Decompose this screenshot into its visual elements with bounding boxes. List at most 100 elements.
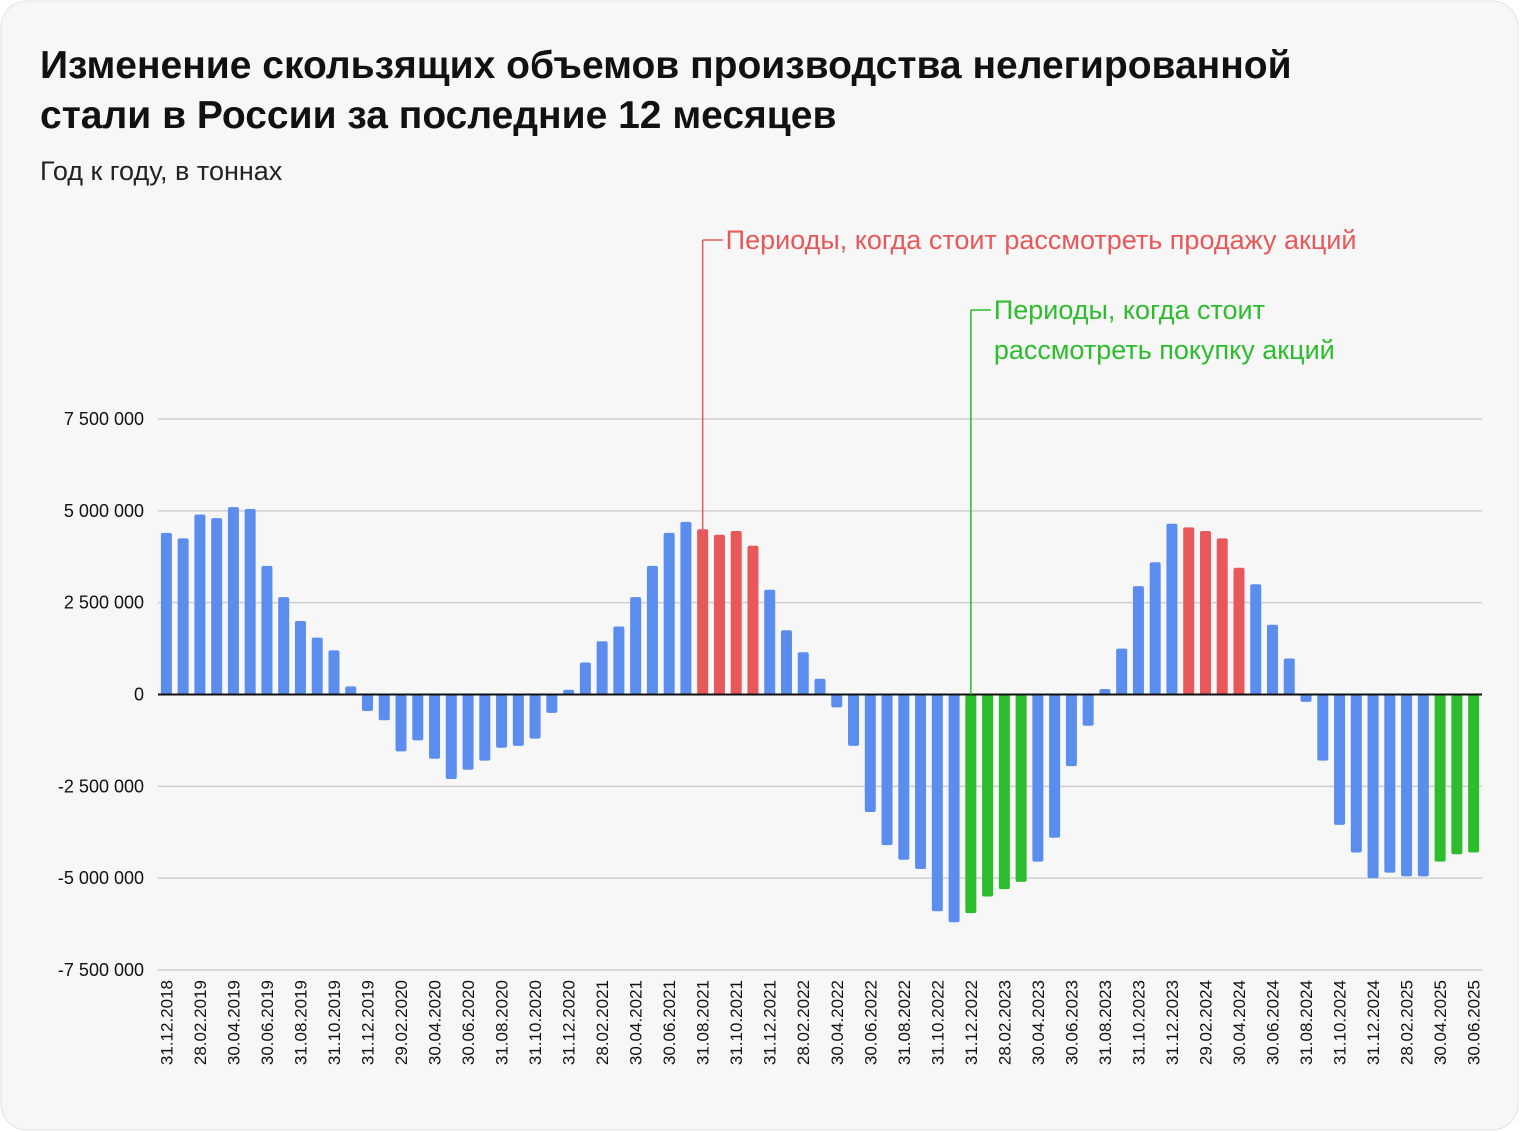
bar: [613, 626, 625, 695]
bar: [529, 694, 541, 739]
bar: [1216, 538, 1228, 695]
bar: [848, 694, 860, 746]
bar: [1116, 648, 1128, 695]
chart-title: Изменение скользящих объемов производств…: [40, 44, 1292, 87]
bar: [194, 514, 206, 695]
x-tick-label: 30.04.2023: [1029, 980, 1048, 1065]
bar: [948, 694, 960, 923]
x-tick-label: 30.04.2024: [1230, 980, 1249, 1065]
x-tick-label: 31.08.2021: [694, 980, 713, 1065]
x-tick-label: 31.12.2021: [761, 980, 780, 1065]
bar: [412, 694, 424, 741]
bar: [1149, 562, 1161, 695]
y-tick-label: -5 000 000: [58, 868, 144, 888]
x-tick-label: 30.04.2021: [627, 980, 646, 1065]
bar: [261, 565, 273, 695]
bar: [1367, 694, 1379, 879]
bar: [579, 662, 591, 695]
bar: [965, 694, 977, 914]
x-tick-label: 30.06.2022: [861, 980, 880, 1065]
x-tick-label: 30.04.2025: [1431, 980, 1450, 1065]
bar: [697, 529, 709, 695]
bar: [294, 621, 306, 695]
bar: [646, 565, 658, 695]
bar: [445, 694, 457, 779]
bar: [177, 538, 189, 695]
x-tick-label: 28.02.2021: [593, 980, 612, 1065]
bar: [1350, 694, 1362, 853]
x-tick-label: 31.12.2020: [560, 980, 579, 1065]
bar: [713, 534, 725, 695]
x-tick-label: 28.02.2025: [1398, 980, 1417, 1065]
x-tick-label: 31.08.2020: [493, 980, 512, 1065]
bar: [1065, 694, 1077, 767]
x-tick-label: 28.02.2019: [191, 980, 210, 1065]
bar: [1468, 694, 1480, 853]
bar: [1049, 694, 1061, 838]
x-tick-label: 31.08.2022: [895, 980, 914, 1065]
x-tick-label: 31.10.2023: [1129, 980, 1148, 1065]
x-tick-label: 31.12.2024: [1364, 980, 1383, 1065]
chart-subtitle: Год к году, в тоннах: [40, 156, 283, 186]
bar: [1132, 586, 1144, 695]
bar: [596, 641, 608, 695]
y-tick-label: 0: [134, 685, 144, 705]
bar: [931, 694, 943, 912]
bar: [328, 650, 340, 695]
bar: [1401, 694, 1413, 877]
y-tick-label: 7 500 000: [64, 409, 144, 429]
annotation-text: рассмотреть покупку акций: [994, 335, 1335, 365]
bar: [831, 694, 843, 708]
x-tick-label: 29.02.2020: [392, 980, 411, 1065]
x-tick-label: 31.10.2021: [727, 980, 746, 1065]
bar: [898, 694, 910, 860]
bar: [663, 532, 675, 695]
bar: [1334, 694, 1346, 825]
bar: [915, 694, 927, 869]
y-tick-label: -2 500 000: [58, 776, 144, 796]
x-tick-label: 28.02.2022: [794, 980, 813, 1065]
bar: [1015, 694, 1027, 882]
bar: [563, 689, 575, 695]
bar: [1417, 694, 1429, 877]
x-tick-label: 31.08.2024: [1297, 980, 1316, 1065]
bar: [982, 694, 994, 897]
x-tick-label: 31.08.2023: [1096, 980, 1115, 1065]
annotation-text: Периоды, когда стоит рассмотреть продажу…: [726, 225, 1357, 255]
bar: [680, 521, 692, 695]
bar: [780, 630, 792, 695]
bar: [814, 678, 826, 695]
x-tick-label: 31.10.2022: [928, 980, 947, 1065]
annotation-text: Периоды, когда стоит: [994, 295, 1265, 325]
bar: [1082, 694, 1094, 726]
x-tick-label: 30.06.2025: [1465, 980, 1484, 1065]
x-tick-label: 30.06.2019: [258, 980, 277, 1065]
y-tick-label: 2 500 000: [64, 593, 144, 613]
bar: [864, 694, 876, 813]
y-tick-label: -7 500 000: [58, 960, 144, 980]
bar: [546, 694, 558, 713]
bar: [361, 694, 373, 712]
bar: [1099, 688, 1111, 695]
x-tick-label: 30.06.2023: [1062, 980, 1081, 1065]
x-tick-label: 30.06.2024: [1264, 980, 1283, 1065]
bar: [1317, 694, 1329, 761]
bar: [227, 507, 239, 695]
bar: [378, 694, 390, 721]
bar: [1250, 584, 1262, 695]
x-tick-label: 31.10.2019: [325, 980, 344, 1065]
bar: [429, 694, 441, 759]
bar: [881, 694, 893, 846]
bar: [1283, 658, 1295, 695]
bar: [1384, 694, 1396, 873]
bar: [1451, 694, 1463, 855]
bar: [160, 532, 172, 695]
bar: [1166, 523, 1178, 695]
bar: [764, 589, 776, 695]
bar: [630, 597, 642, 695]
bar: [1233, 567, 1245, 695]
bar: [797, 652, 809, 695]
